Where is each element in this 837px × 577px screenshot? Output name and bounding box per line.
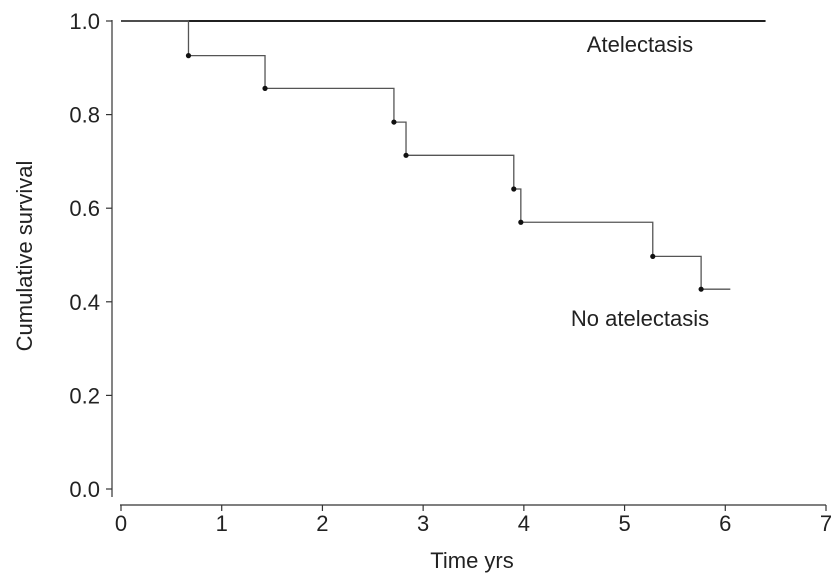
x-tick-label: 2 (316, 511, 328, 536)
censor-mark (391, 119, 397, 125)
x-tick-label: 0 (115, 511, 127, 536)
x-tick-label: 3 (417, 511, 429, 536)
x-axis-title: Time yrs (430, 548, 514, 573)
x-ticks: 0 1 2 3 4 5 6 7 (115, 505, 832, 536)
x-tick-label: 4 (518, 511, 530, 536)
x-tick-label: 5 (618, 511, 630, 536)
x-tick-label: 6 (719, 511, 731, 536)
y-tick-label: 1.0 (69, 9, 100, 34)
censor-mark (650, 253, 656, 260)
censor-mark (511, 186, 517, 192)
series-group (121, 20, 766, 292)
series-line-no-atelectasis (121, 20, 731, 290)
series-labels: Atelectasis No atelectasis (571, 32, 709, 331)
series-label: Atelectasis (587, 32, 693, 57)
x-tick-label: 7 (820, 511, 832, 536)
censor-mark (403, 152, 409, 158)
y-ticks: 0.0 0.2 0.4 0.6 0.8 1.0 (69, 9, 112, 502)
y-tick-label: 0.0 (69, 477, 100, 502)
y-tick-label: 0.2 (69, 383, 100, 408)
censor-mark (698, 286, 704, 292)
censor-mark (185, 53, 192, 59)
y-axis-title: Cumulative survival (12, 161, 37, 352)
censor-mark (518, 219, 524, 225)
series-label: No atelectasis (571, 306, 709, 331)
axes (111, 20, 826, 506)
x-tick-label: 1 (216, 511, 228, 536)
y-tick-label: 0.6 (69, 196, 100, 221)
y-tick-label: 0.8 (69, 103, 100, 128)
y-tick-label: 0.4 (69, 290, 100, 315)
censor-mark (262, 85, 268, 91)
